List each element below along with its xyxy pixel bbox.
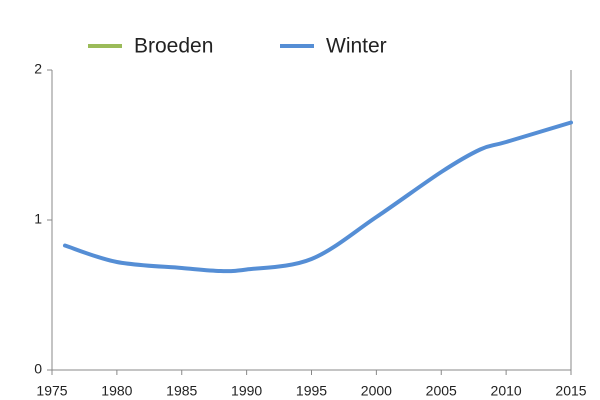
y-tick-label: 1	[34, 211, 42, 227]
series-line	[62, 120, 573, 274]
x-tick-label: 2010	[491, 383, 522, 399]
x-tick-label: 1975	[36, 383, 67, 399]
x-tick-label: 2000	[361, 383, 392, 399]
legend-label: Winter	[326, 35, 387, 58]
x-tick-label: 1985	[166, 383, 197, 399]
x-tick-label: 1990	[231, 383, 262, 399]
x-tick-label: 1995	[296, 383, 327, 399]
y-tick-label: 2	[34, 61, 42, 77]
x-tick-label: 2015	[555, 383, 586, 399]
legend-label: Broeden	[134, 35, 213, 58]
x-tick-label: 2005	[426, 383, 457, 399]
y-tick-label: 0	[34, 361, 42, 377]
x-tick-label: 1980	[101, 383, 132, 399]
